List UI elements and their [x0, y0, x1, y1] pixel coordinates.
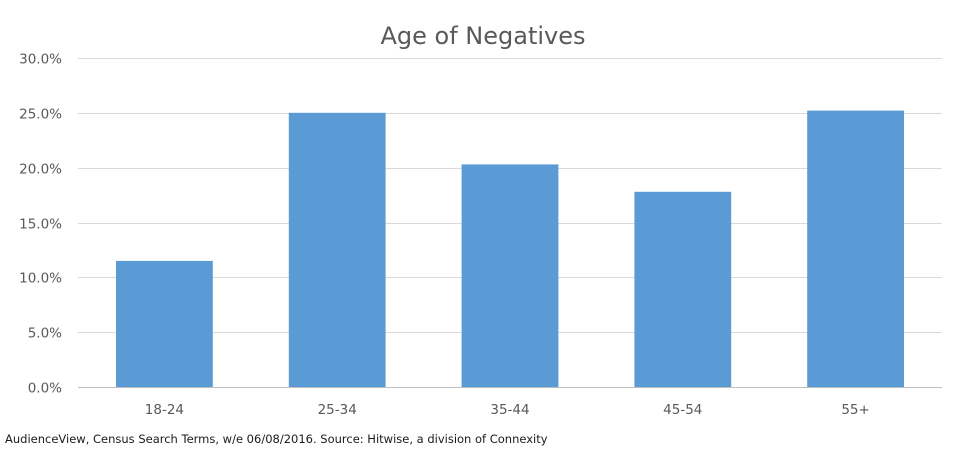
x-tick-label: 45-54	[663, 402, 702, 418]
bar-18-24	[116, 260, 213, 387]
chart-title: Age of Negatives	[380, 22, 585, 50]
x-tick-label: 35-44	[490, 402, 529, 418]
y-tick-label: 10.0%	[19, 271, 62, 287]
x-tick-label: 18-24	[145, 402, 184, 418]
y-tick-label: 25.0%	[19, 107, 62, 123]
x-tick-label: 55+	[841, 402, 870, 418]
bar-55+	[807, 110, 904, 387]
bar-35-44	[461, 164, 559, 387]
bar-25-34	[288, 112, 386, 388]
y-tick-label: 20.0%	[19, 162, 62, 178]
x-tick-label: 25-34	[318, 402, 357, 418]
y-tick-label: 15.0%	[19, 217, 62, 233]
source-note: AudienceView, Census Search Terms, w/e 0…	[5, 432, 548, 446]
y-tick-label: 30.0%	[19, 52, 62, 68]
y-axis-tick-labels: 0.0% 5.0% 10.0% 15.0% 20.0% 25.0% 30.0%	[19, 52, 62, 397]
bar-45-54	[634, 191, 732, 387]
y-tick-label: 5.0%	[28, 326, 62, 342]
x-axis-tick-labels: 18-24 25-34 35-44 45-54 55+	[145, 402, 870, 418]
y-tick-label: 0.0%	[28, 381, 62, 397]
bars	[116, 110, 904, 388]
